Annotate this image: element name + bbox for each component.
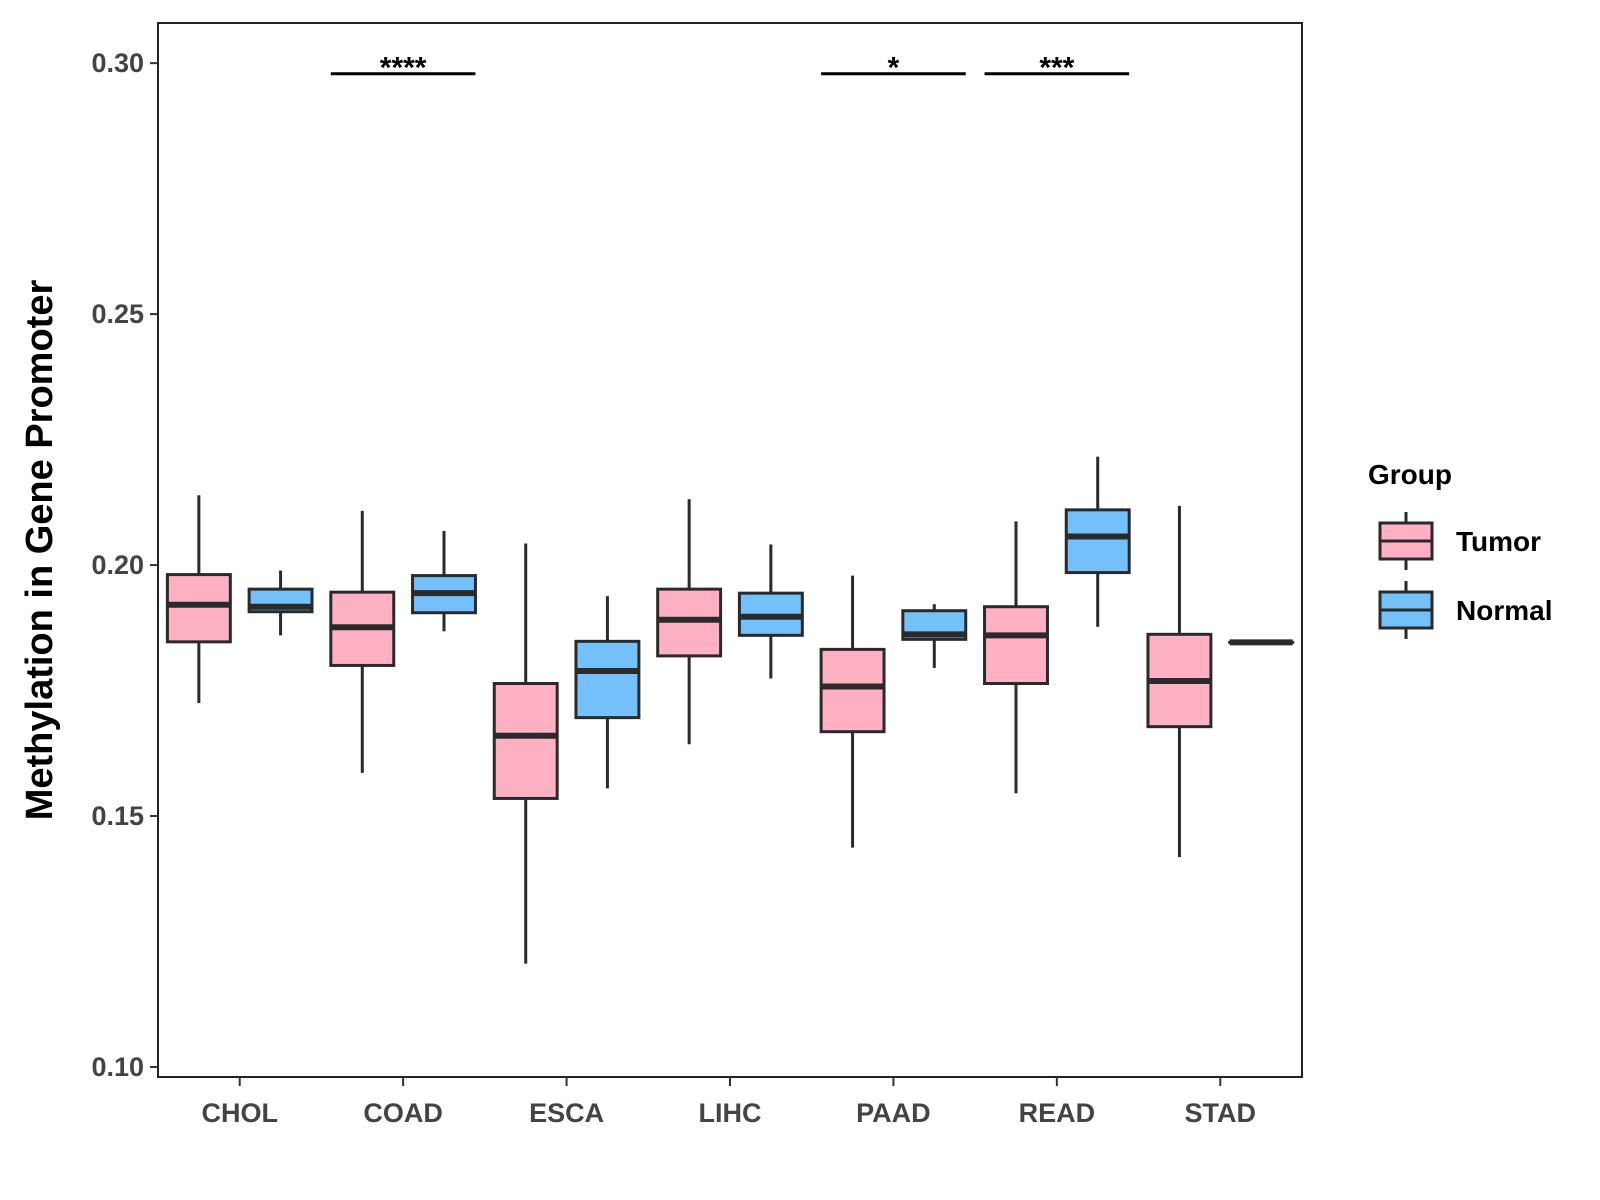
box-tumor-stad [1146, 505, 1213, 858]
y-tick-label: 0.25 [91, 299, 144, 329]
legend: Group Tumor Normal [1368, 459, 1552, 639]
legend-label: Tumor [1456, 526, 1541, 557]
box-normal-esca [574, 596, 641, 789]
legend-item-tumor: Tumor [1378, 512, 1541, 570]
significance-label: *** [1039, 52, 1074, 85]
box-body [983, 605, 1049, 686]
box-body [165, 573, 232, 644]
box-normal-chol [247, 570, 314, 636]
x-tick-label: CHOL [201, 1098, 278, 1128]
box-tumor-paad [819, 575, 886, 848]
box-normal-read [1064, 456, 1131, 627]
box-tumor-chol [165, 495, 232, 704]
legend-item-normal: Normal [1378, 581, 1552, 639]
y-axis-title: Methylation in Gene Promoter [19, 280, 61, 821]
y-tick-label: 0.30 [91, 48, 144, 78]
box-body [1064, 508, 1131, 575]
x-tick-label: PAAD [856, 1098, 931, 1128]
box-normal-paad [901, 604, 968, 668]
x-tick-label: ESCA [529, 1098, 604, 1128]
legend-label: Normal [1456, 595, 1552, 626]
x-tick-label: STAD [1185, 1098, 1257, 1128]
box-normal-coad [411, 530, 477, 632]
legend-title: Group [1368, 459, 1452, 490]
y-tick-label: 0.15 [91, 801, 144, 831]
y-tick-label: 0.20 [91, 550, 144, 580]
box-tumor-esca [492, 543, 559, 964]
x-tick-label: COAD [363, 1098, 443, 1128]
box-tumor-read [983, 521, 1049, 794]
box-tumor-lihc [656, 499, 723, 745]
plot-area: **** * *** [165, 52, 1295, 964]
y-tick-label: 0.10 [91, 1052, 144, 1082]
box-tumor-coad [329, 510, 396, 773]
x-tick-label: READ [1019, 1098, 1096, 1128]
box-body [574, 639, 641, 720]
x-tick-label: LIHC [699, 1098, 762, 1128]
significance-label: **** [380, 52, 427, 85]
axes: 0.10 0.15 0.20 0.25 0.30 CHOL COAD ESCA LIHC PAAD… [91, 48, 1256, 1128]
box-normal-lihc [737, 544, 804, 679]
box-body [819, 647, 886, 734]
box-body [492, 682, 559, 800]
significance-label: * [888, 52, 900, 85]
